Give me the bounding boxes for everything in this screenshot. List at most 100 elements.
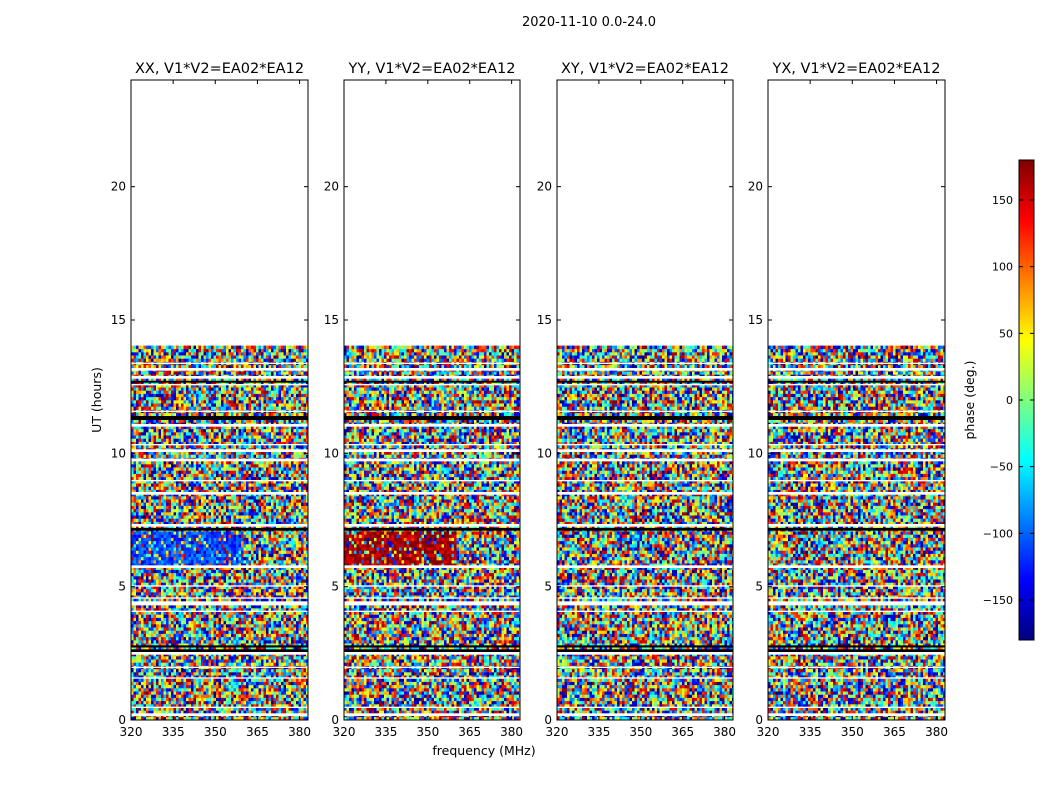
heatmap-cell [166,688,169,692]
heatmap-cell [238,707,242,711]
heatmap-cell [163,633,167,638]
heatmap-cell [298,512,302,516]
heatmap-cell [228,700,232,705]
heatmap-cell [168,563,172,567]
heatmap-cell [161,521,164,526]
heatmap-cell [293,617,297,622]
heatmap-cell [148,540,152,545]
heatmap-cell [293,668,297,673]
heatmap-cell [223,681,227,686]
heatmap-cell [306,499,308,503]
heatmap-cell [191,633,194,638]
heatmap-cell [278,566,282,570]
heatmap-cell [203,675,207,679]
heatmap-cell [291,502,294,506]
heatmap-cell [286,646,289,650]
heatmap-cell [276,691,279,695]
heatmap-cell [278,659,282,663]
heatmap-cell [261,656,264,660]
heatmap-cell [286,505,289,510]
heatmap-cell [296,643,299,647]
heatmap-cell [198,656,202,660]
heatmap-cell [211,502,214,506]
heatmap-cell [163,716,167,720]
heatmap-cell [193,620,197,625]
heatmap-cell [258,576,262,580]
heatmap-cell [136,534,139,538]
heatmap-cell [248,675,252,679]
heatmap-cell [166,672,169,676]
heatmap-cell [151,544,154,548]
heatmap-cell [178,560,182,564]
heatmap-cell [236,707,239,711]
heatmap-cell [173,512,177,516]
heatmap-cell [293,585,297,590]
heatmap-cell [141,550,144,554]
heatmap-cell [268,534,272,538]
heatmap-cell [226,608,229,612]
heatmap-cell [298,604,302,609]
heatmap-cell [221,553,224,558]
heatmap-cell [303,668,307,673]
heatmap-cell [161,659,164,663]
heatmap-cell [133,582,137,586]
heatmap-cell [226,691,229,695]
heatmap-cell [303,633,307,638]
heatmap-cell [231,691,234,695]
heatmap-cell [153,678,157,682]
heatmap-cell [243,556,247,561]
heatmap-cell [161,518,164,522]
heatmap-cell [143,579,147,583]
heatmap-cell [168,659,172,663]
heatmap-cell [248,694,252,698]
heatmap-cell [203,595,207,599]
heatmap-cell [223,672,227,676]
heatmap-cell [271,585,274,590]
heatmap-cell [196,633,199,638]
heatmap-cell [166,582,169,586]
heatmap-cell [191,716,194,720]
heatmap-cell [306,608,308,612]
heatmap-cell [216,662,219,666]
heatmap-cell [281,582,284,586]
heatmap-cell [216,518,219,522]
heatmap-cell [218,563,222,567]
heatmap-cell [151,624,154,628]
heatmap-cell [211,627,214,631]
heatmap-cell [213,515,217,519]
heatmap-cell [163,537,167,542]
heatmap-cell [156,636,159,641]
heatmap-cell [186,512,189,516]
heatmap-cell [213,707,217,711]
heatmap-cell [193,707,197,711]
heatmap-cell [258,630,262,634]
heatmap-cell [183,656,187,660]
heatmap-cell [236,659,239,663]
heatmap-cell [248,566,252,570]
heatmap-cell [291,604,294,609]
heatmap-cell [258,710,262,714]
heatmap-cell [158,585,162,590]
heatmap-cell [138,678,142,682]
heatmap-cell [143,700,147,705]
heatmap-cell [138,553,142,558]
heatmap-cell [133,646,137,650]
heatmap-cell [298,502,302,506]
heatmap-cell [168,678,172,682]
heatmap-cell [131,716,134,720]
heatmap-cell [221,576,224,580]
heatmap-cell [288,566,292,570]
heatmap-cell [253,636,257,641]
heatmap-cell [211,704,214,708]
heatmap-cell [203,496,207,500]
heatmap-cell [158,547,162,551]
heatmap-cell [156,585,159,590]
heatmap-cell [178,672,182,676]
heatmap-cell [293,672,297,676]
heatmap-cell [221,518,224,522]
heatmap-cell [233,697,237,702]
heatmap-cell [238,614,242,618]
heatmap-cell [261,505,264,510]
heatmap-cell [253,566,257,570]
heatmap-cell [303,521,307,526]
